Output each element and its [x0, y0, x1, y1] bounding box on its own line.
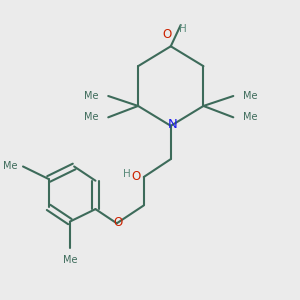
Text: Me: Me	[63, 255, 77, 265]
Text: H: H	[179, 24, 187, 34]
Text: Me: Me	[243, 91, 258, 101]
Text: N: N	[167, 118, 177, 131]
Text: H: H	[123, 169, 131, 179]
Text: Me: Me	[84, 112, 98, 122]
Text: O: O	[162, 28, 171, 41]
Text: O: O	[114, 216, 123, 229]
Text: Me: Me	[243, 112, 258, 122]
Text: O: O	[131, 170, 140, 183]
Text: Me: Me	[84, 91, 98, 101]
Text: Me: Me	[3, 161, 17, 172]
